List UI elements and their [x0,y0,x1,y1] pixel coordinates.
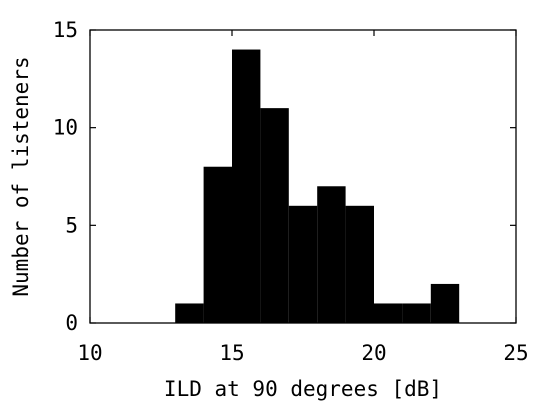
histogram-bar [402,303,431,323]
histogram-bar [430,283,460,323]
histogram-bars [175,49,460,324]
histogram-bar [288,205,318,323]
y-tick-label: 5 [65,213,78,237]
histogram-bar [374,303,403,323]
histogram-bar [175,303,204,323]
histogram-bar [260,108,289,323]
y-axis-ticks: 0 5 10 15 [53,18,516,335]
histogram-bar [232,49,261,324]
x-axis-label: ILD at 90 degrees [dB] [164,377,442,401]
x-tick-label: 20 [361,341,386,365]
histogram-bar [203,166,232,323]
y-axis-label: Number of listeners [9,56,33,296]
x-tick-label: 10 [77,341,102,365]
histogram-bar [317,186,346,323]
x-axis-ticks: 10 15 20 25 [77,30,529,365]
y-tick-label: 10 [53,116,78,140]
x-tick-label: 25 [503,341,528,365]
y-tick-label: 0 [65,311,78,335]
y-tick-label: 15 [53,18,78,42]
plot-frame [89,29,517,324]
histogram-bar [345,205,374,323]
x-tick-label: 15 [219,341,244,365]
